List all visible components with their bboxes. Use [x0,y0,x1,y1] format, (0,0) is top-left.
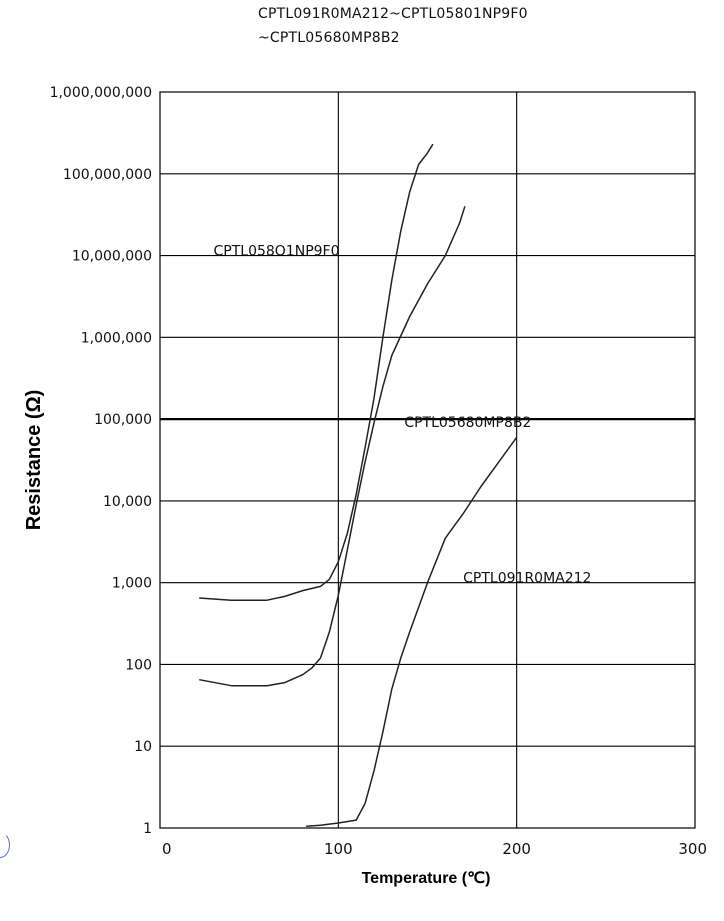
x-tick-label: 300 [678,840,707,858]
chart-title-line-1: CPTL091R0MA212~CPTL05801NP9F0 [258,6,528,22]
chart-grid [159,91,696,829]
series-line-cptl05680mp8b2 [199,206,466,687]
series-label-cptl058o1np9f0: CPTL058O1NP9F0 [214,244,340,260]
series-line-cptl058o1np9f0 [199,143,434,601]
series-label-cptl05680mp8b2: CPTL05680MP8B2 [404,415,531,431]
chart-series [199,143,518,828]
y-tick-label: 100,000,000 [63,167,152,183]
y-axis-ticks: 1 10 100 1,000 10,000 100,000 1,000,000 10,000,… [50,85,152,837]
x-tick-label: 100 [324,840,353,858]
plot-frame [159,91,696,829]
y-tick-label: 1,000 [112,576,152,592]
y-tick-label: 10 [134,739,152,755]
chart-title-line-2: ~CPTL05680MP8B2 [258,30,400,46]
y-tick-label: 10,000 [103,494,152,510]
y-tick-label: 1,000,000,000 [50,85,152,101]
y-tick-label: 1,000,000 [81,330,152,346]
series-label-cptl091r0ma212: CPTL091R0MA212 [463,571,591,587]
x-axis-label: Temperature (℃) [362,870,491,887]
x-axis-ticks: 0 100 200 300 [162,840,707,858]
series-labels: CPTL058O1NP9F0 CPTL05680MP8B2 CPTL091R0MA2… [214,244,592,587]
x-tick-label: 0 [162,840,172,858]
x-tick-label: 200 [502,840,531,858]
y-tick-label: 100 [125,657,152,673]
y-tick-label: 100,000 [94,412,152,428]
series-line-cptl091r0ma212 [306,436,518,828]
y-tick-label: 1 [143,821,152,837]
y-axis-label: Resistance (Ω) [23,390,45,531]
y-tick-label: 10,000,000 [72,249,152,265]
